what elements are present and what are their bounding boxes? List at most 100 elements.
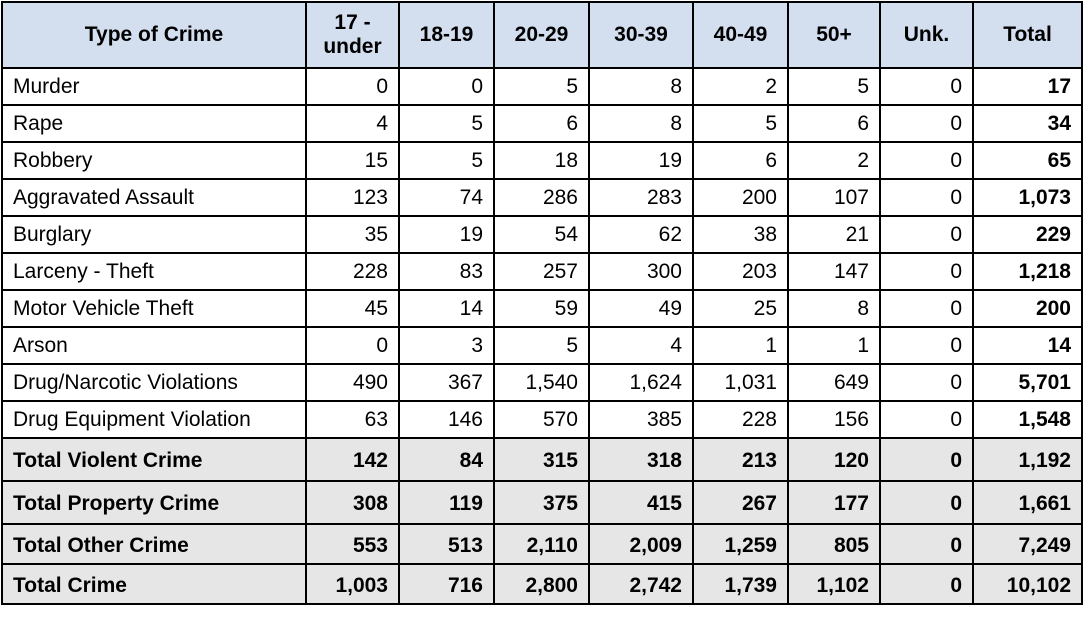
count-cell: 19 [398, 215, 495, 254]
count-cell: 2 [692, 67, 789, 106]
count-cell: 1 [787, 326, 881, 365]
count-cell: 286 [493, 178, 590, 217]
count-cell: 84 [398, 437, 495, 482]
table-row: Robbery 15 5 18 19 6 2 0 65 [1, 141, 1083, 180]
count-cell: 2,110 [493, 523, 590, 565]
column-header: 40-49 [692, 1, 789, 69]
column-header: Type of Crime [1, 1, 307, 69]
count-cell: 1 [692, 326, 789, 365]
count-cell: 0 [879, 178, 974, 217]
crime-type-cell: Rape [1, 104, 307, 143]
count-cell: 200 [692, 178, 789, 217]
table-row: Drug/Narcotic Violations 490 367 1,540 1,624… [1, 363, 1083, 402]
summary-row: Total Crime 1,003 716 2,800 2,742 1,739 1,102 0… [1, 563, 1083, 605]
column-header: 18-19 [398, 1, 495, 69]
count-cell: 123 [305, 178, 400, 217]
count-cell: 367 [398, 363, 495, 402]
count-cell: 267 [692, 480, 789, 525]
table-row: Larceny - Theft 228 83 257 300 203 147 0 1,218 [1, 252, 1083, 291]
count-cell: 74 [398, 178, 495, 217]
column-header: 50+ [787, 1, 881, 69]
table-row: Drug Equipment Violation 63 146 570 385 228 15… [1, 400, 1083, 439]
count-cell: 5 [398, 104, 495, 143]
count-cell: 490 [305, 363, 400, 402]
crime-by-age-table: Type of Crime 17 - under 18-19 20-29 30-39 40… [1, 1, 1083, 605]
table-row: Rape 4 5 6 8 5 6 0 34 [1, 104, 1083, 143]
count-cell: 156 [787, 400, 881, 439]
summary-row: Total Other Crime 553 513 2,110 2,009 1,259 80… [1, 523, 1083, 565]
count-cell: 1,031 [692, 363, 789, 402]
count-cell: 0 [305, 67, 400, 106]
count-cell: 107 [787, 178, 881, 217]
total-cell: 200 [972, 289, 1083, 328]
crime-type-cell: Total Property Crime [1, 480, 307, 525]
total-cell: 1,218 [972, 252, 1083, 291]
count-cell: 2,742 [588, 563, 694, 605]
count-cell: 35 [305, 215, 400, 254]
count-cell: 6 [692, 141, 789, 180]
count-cell: 385 [588, 400, 694, 439]
count-cell: 38 [692, 215, 789, 254]
count-cell: 147 [787, 252, 881, 291]
column-header: Total [972, 1, 1083, 69]
count-cell: 21 [787, 215, 881, 254]
count-cell: 0 [879, 363, 974, 402]
count-cell: 6 [493, 104, 590, 143]
crime-type-cell: Total Crime [1, 563, 307, 605]
count-cell: 0 [879, 141, 974, 180]
count-cell: 0 [879, 523, 974, 565]
summary-row: Total Property Crime 308 119 375 415 267 177 0 1… [1, 480, 1083, 525]
total-cell: 14 [972, 326, 1083, 365]
count-cell: 8 [588, 104, 694, 143]
count-cell: 146 [398, 400, 495, 439]
count-cell: 415 [588, 480, 694, 525]
total-cell: 65 [972, 141, 1083, 180]
crime-type-cell: Murder [1, 67, 307, 106]
crime-type-cell: Drug Equipment Violation [1, 400, 307, 439]
count-cell: 2 [787, 141, 881, 180]
count-cell: 283 [588, 178, 694, 217]
total-cell: 1,661 [972, 480, 1083, 525]
count-cell: 14 [398, 289, 495, 328]
count-cell: 300 [588, 252, 694, 291]
column-header: Unk. [879, 1, 974, 69]
count-cell: 1,540 [493, 363, 590, 402]
count-cell: 3 [398, 326, 495, 365]
count-cell: 0 [879, 326, 974, 365]
count-cell: 5 [398, 141, 495, 180]
count-cell: 0 [879, 400, 974, 439]
count-cell: 25 [692, 289, 789, 328]
crime-type-cell: Motor Vehicle Theft [1, 289, 307, 328]
crime-type-cell: Aggravated Assault [1, 178, 307, 217]
count-cell: 553 [305, 523, 400, 565]
crime-type-cell: Arson [1, 326, 307, 365]
count-cell: 0 [879, 67, 974, 106]
total-cell: 1,548 [972, 400, 1083, 439]
count-cell: 54 [493, 215, 590, 254]
count-cell: 0 [879, 215, 974, 254]
count-cell: 5 [692, 104, 789, 143]
table-row: Burglary 35 19 54 62 38 21 0 229 [1, 215, 1083, 254]
table-row: Murder 0 0 5 8 2 5 0 17 [1, 67, 1083, 106]
count-cell: 142 [305, 437, 400, 482]
count-cell: 1,102 [787, 563, 881, 605]
count-cell: 716 [398, 563, 495, 605]
table-row: Motor Vehicle Theft 45 14 59 49 25 8 0 200 [1, 289, 1083, 328]
count-cell: 228 [305, 252, 400, 291]
crime-type-cell: Drug/Narcotic Violations [1, 363, 307, 402]
count-cell: 203 [692, 252, 789, 291]
crime-type-cell: Larceny - Theft [1, 252, 307, 291]
count-cell: 513 [398, 523, 495, 565]
count-cell: 62 [588, 215, 694, 254]
count-cell: 119 [398, 480, 495, 525]
count-cell: 83 [398, 252, 495, 291]
count-cell: 1,259 [692, 523, 789, 565]
summary-row: Total Violent Crime 142 84 315 318 213 120 0 1,1… [1, 437, 1083, 482]
header-row: Type of Crime 17 - under 18-19 20-29 30-39 40… [1, 1, 1083, 69]
count-cell: 649 [787, 363, 881, 402]
count-cell: 49 [588, 289, 694, 328]
table-row: Arson 0 3 5 4 1 1 0 14 [1, 326, 1083, 365]
total-cell: 10,102 [972, 563, 1083, 605]
count-cell: 308 [305, 480, 400, 525]
count-cell: 2,009 [588, 523, 694, 565]
